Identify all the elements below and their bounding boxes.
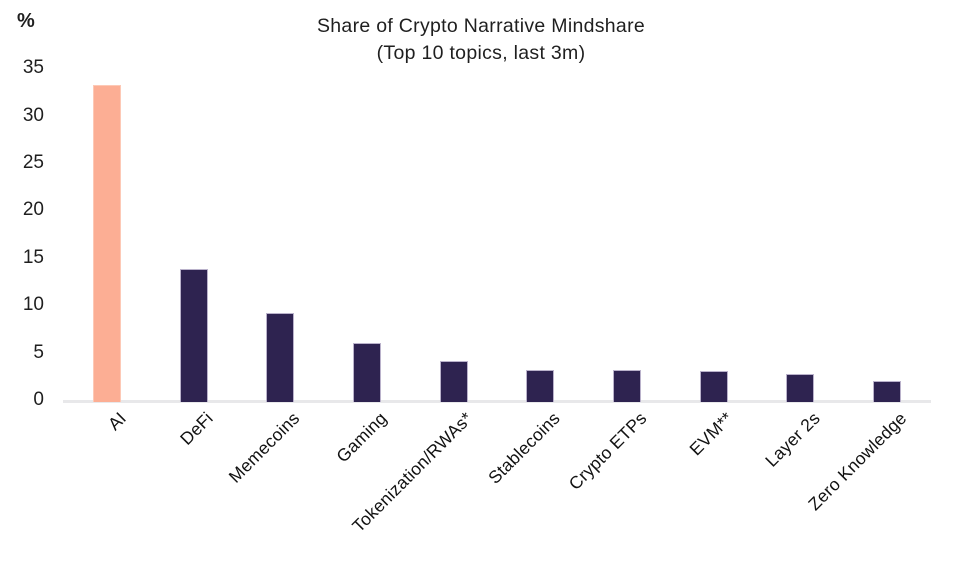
y-axis-unit-label: % xyxy=(17,10,35,32)
bar-memecoins xyxy=(266,313,295,402)
bar-gaming xyxy=(352,342,381,402)
x-category-label: EVM** xyxy=(685,408,737,460)
y-tick-label: 5 xyxy=(33,341,44,363)
y-tick-label: 0 xyxy=(33,389,44,410)
bar-defi xyxy=(179,269,208,402)
x-category-label: Crypto ETPs xyxy=(564,408,651,494)
x-category-label: Stablecoins xyxy=(483,408,564,488)
bar-stablecoins xyxy=(526,369,555,402)
y-tick-label: 25 xyxy=(22,152,44,174)
y-tick-label: 20 xyxy=(22,199,44,221)
y-tick-label: 15 xyxy=(22,246,44,268)
x-axis-line xyxy=(63,400,931,403)
x-category-label: AI xyxy=(104,408,131,435)
y-tick-label: 30 xyxy=(22,104,44,126)
x-category-label: DeFi xyxy=(175,408,217,449)
x-category-label: Layer 2s xyxy=(760,408,824,471)
bar-evm- xyxy=(699,371,728,402)
x-category-label: Memecoins xyxy=(224,408,304,487)
chart-title-block: Share of Crypto Narrative Mindshare (Top… xyxy=(181,13,781,67)
bar-zero-knowledge xyxy=(872,380,901,402)
bar-tokenization-rwas- xyxy=(439,360,468,402)
x-category-label: Gaming xyxy=(331,408,391,467)
chart-title: Share of Crypto Narrative Mindshare xyxy=(316,15,646,37)
bar-ai xyxy=(93,84,121,402)
bar-layer-2s xyxy=(786,374,815,402)
chart-subtitle: (Top 10 topics, last 3m) xyxy=(376,42,586,64)
y-tick-label: 10 xyxy=(22,294,44,316)
bar-crypto-etps xyxy=(612,370,641,402)
y-tick-label: 35 xyxy=(22,57,44,79)
